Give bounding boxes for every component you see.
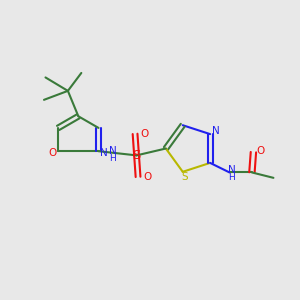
Text: S: S: [181, 172, 188, 182]
Text: O: O: [257, 146, 265, 156]
Text: O: O: [49, 148, 57, 158]
Text: N: N: [228, 165, 236, 175]
Text: N: N: [100, 148, 108, 158]
Text: N: N: [212, 126, 219, 136]
Text: N: N: [109, 146, 117, 156]
Text: O: O: [143, 172, 151, 182]
Text: S: S: [132, 149, 141, 162]
Text: H: H: [110, 154, 116, 163]
Text: H: H: [229, 173, 235, 182]
Text: O: O: [140, 129, 148, 139]
